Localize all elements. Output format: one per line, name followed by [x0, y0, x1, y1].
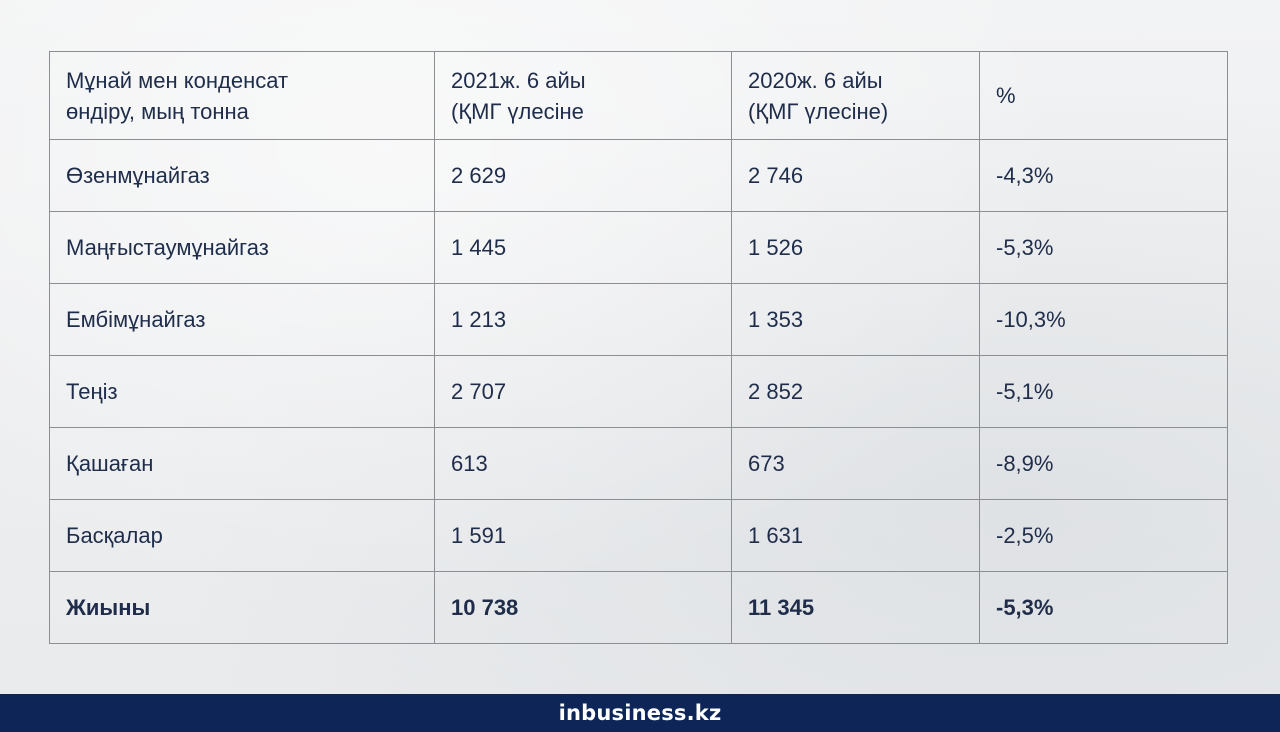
production-table: Мұнай мен конденсат өндіру, мың тонна 20…	[49, 51, 1228, 644]
header-2021-line-2: (ҚМГ үлесіне	[451, 98, 584, 124]
row-percent-cell: -8,9%	[979, 427, 1228, 500]
row-2021-cell: 2 707	[434, 355, 732, 428]
header-2021-line-1: 2021ж. 6 айы	[451, 67, 586, 93]
row-2020-cell: 2 852	[731, 355, 980, 428]
total-2021-cell: 10 738	[434, 571, 732, 644]
row-name-cell: Қашаған	[49, 427, 435, 500]
footer-bar: inbusiness.kz	[0, 694, 1280, 732]
row-2020-cell: 2 746	[731, 139, 980, 212]
table-row: Өзенмұнайгаз 2 629 2 746 -4,3%	[49, 139, 1228, 212]
row-name-cell: Теңіз	[49, 355, 435, 428]
table-row: Қашаған 613 673 -8,9%	[49, 427, 1228, 500]
production-table-container: Мұнай мен конденсат өндіру, мың тонна 20…	[49, 51, 1228, 644]
table-total-row: Жиыны 10 738 11 345 -5,3%	[49, 571, 1228, 644]
row-2021-cell: 1 445	[434, 211, 732, 284]
row-2021-cell: 2 629	[434, 139, 732, 212]
header-cell-2020: 2020ж. 6 айы (ҚМГ үлесіне)	[731, 51, 980, 140]
row-percent-cell: -2,5%	[979, 499, 1228, 572]
header-cell-2021: 2021ж. 6 айы (ҚМГ үлесіне	[434, 51, 732, 140]
brand-logo[interactable]: inbusiness.kz	[559, 701, 722, 725]
total-2020-cell: 11 345	[731, 571, 980, 644]
row-2020-cell: 1 631	[731, 499, 980, 572]
row-2021-cell: 613	[434, 427, 732, 500]
header-2020-line-1: 2020ж. 6 айы	[748, 67, 883, 93]
table-row: Ембімұнайгаз 1 213 1 353 -10,3%	[49, 283, 1228, 356]
row-name-cell: Маңғыстаумұнайгаз	[49, 211, 435, 284]
table-row: Теңіз 2 707 2 852 -5,1%	[49, 355, 1228, 428]
table-row: Басқалар 1 591 1 631 -2,5%	[49, 499, 1228, 572]
row-name-cell: Ембімұнайгаз	[49, 283, 435, 356]
row-2021-cell: 1 213	[434, 283, 732, 356]
row-2020-cell: 1 526	[731, 211, 980, 284]
header-category-line-1: Мұнай мен конденсат	[66, 67, 289, 93]
header-category-line-2: өндіру, мың тонна	[66, 98, 249, 124]
header-2020-line-2: (ҚМГ үлесіне)	[748, 98, 889, 124]
total-name-cell: Жиыны	[49, 571, 435, 644]
brand-logo-rest: business.kz	[581, 701, 722, 725]
row-percent-cell: -4,3%	[979, 139, 1228, 212]
total-percent-cell: -5,3%	[979, 571, 1228, 644]
brand-logo-prefix: in	[558, 701, 582, 725]
row-percent-cell: -5,1%	[979, 355, 1228, 428]
row-2020-cell: 1 353	[731, 283, 980, 356]
row-percent-cell: -10,3%	[979, 283, 1228, 356]
header-cell-percent: %	[979, 51, 1228, 140]
row-name-cell: Өзенмұнайгаз	[49, 139, 435, 212]
row-name-cell: Басқалар	[49, 499, 435, 572]
table-row: Маңғыстаумұнайгаз 1 445 1 526 -5,3%	[49, 211, 1228, 284]
row-percent-cell: -5,3%	[979, 211, 1228, 284]
row-2020-cell: 673	[731, 427, 980, 500]
row-2021-cell: 1 591	[434, 499, 732, 572]
header-cell-category: Мұнай мен конденсат өндіру, мың тонна	[49, 51, 435, 140]
table-header-row: Мұнай мен конденсат өндіру, мың тонна 20…	[49, 51, 1228, 140]
